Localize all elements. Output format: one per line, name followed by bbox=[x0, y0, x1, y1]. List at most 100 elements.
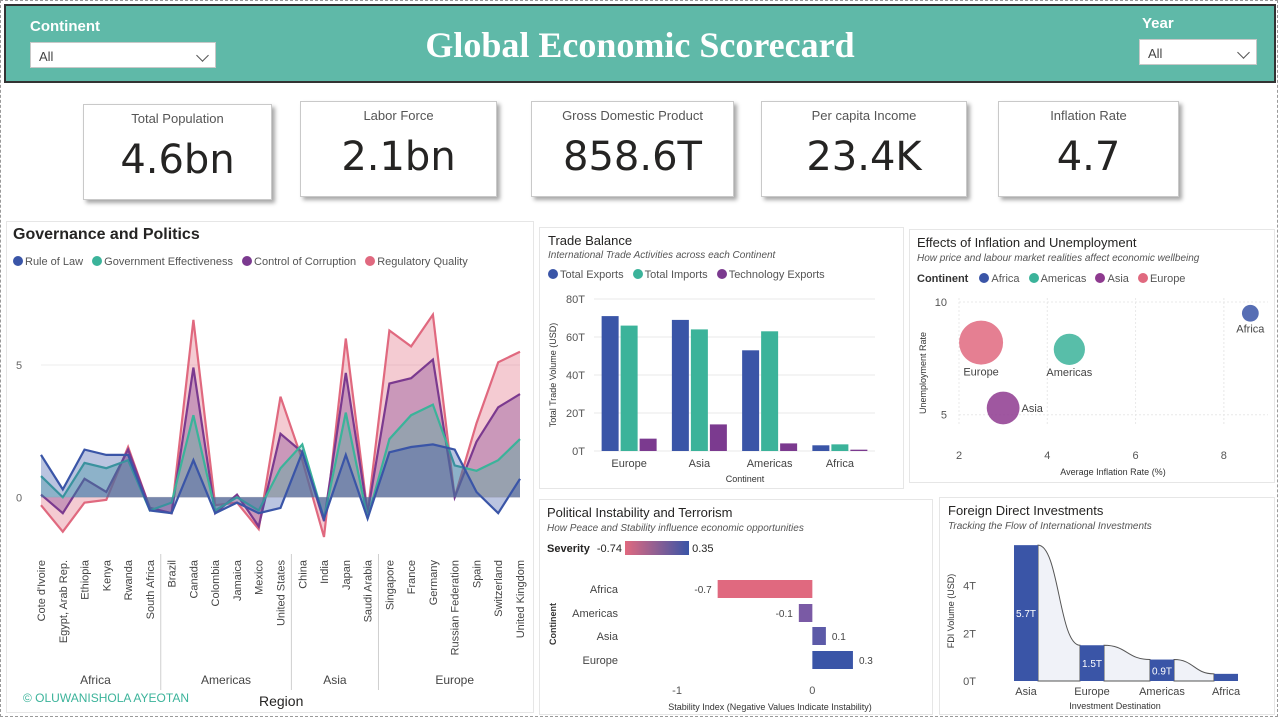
y-tick-label: 0T bbox=[572, 446, 585, 458]
bar-total-exports bbox=[601, 316, 619, 451]
kpi-value: 2.1bn bbox=[341, 134, 456, 180]
data-label: -0.1 bbox=[776, 609, 794, 620]
inflation-title: Effects of Inflation and Unemployment bbox=[917, 235, 1137, 250]
x-tick-label: Japan bbox=[341, 560, 353, 590]
political-bar-chart[interactable]: Continent Africa -0.7 Americas -0.1 Asia 0.1 Eu… bbox=[540, 500, 934, 716]
y-tick-label: 20T bbox=[566, 408, 585, 420]
legend-item-technology-exports[interactable]: Technology Exports bbox=[716, 269, 825, 281]
copyright-text: © OLUWANISHOLA AYEOTAN bbox=[23, 691, 189, 705]
year-dropdown[interactable]: All bbox=[1139, 39, 1257, 65]
bar-europe bbox=[1080, 645, 1104, 681]
x-tick-label: United States bbox=[276, 560, 288, 627]
legend-item-regulatory-quality[interactable]: Regulatory Quality bbox=[365, 256, 468, 268]
line-government-effectiveness bbox=[40, 403, 521, 519]
legend-item-control-of-corruption[interactable]: Control of Corruption bbox=[242, 256, 356, 268]
y-tick-label: Africa bbox=[590, 584, 619, 596]
kpi-card-gdp: Gross Domestic Product 858.6T bbox=[531, 101, 734, 197]
political-title: Political Instability and Terrorism bbox=[547, 505, 733, 520]
header-bar: Continent All Global Economic Scorecard … bbox=[4, 4, 1276, 83]
bubble-label: Africa bbox=[1236, 324, 1265, 336]
group-label: Americas bbox=[201, 673, 251, 687]
kpi-card-inflation-rate: Inflation Rate 4.7 bbox=[998, 101, 1179, 197]
x-tick-label: China bbox=[297, 559, 309, 589]
x-axis-title: Investment Destination bbox=[1069, 701, 1161, 711]
y-tick-label: Americas bbox=[572, 608, 618, 620]
x-tick-label: 4 bbox=[1044, 450, 1050, 462]
x-tick-label: Europe bbox=[1074, 686, 1109, 698]
year-dropdown-value: All bbox=[1148, 46, 1163, 61]
y-axis-title: Total Trade Volume (USD) bbox=[548, 323, 558, 428]
kpi-label: Inflation Rate bbox=[1050, 108, 1127, 123]
kpi-label: Gross Domestic Product bbox=[562, 108, 703, 123]
x-tick-label: Asia bbox=[1015, 686, 1037, 698]
ribbon bbox=[1103, 644, 1151, 682]
continent-dropdown[interactable]: All bbox=[30, 42, 216, 68]
chevron-down-icon bbox=[1237, 46, 1250, 59]
bar-europe bbox=[812, 651, 853, 669]
legend-item-total-exports[interactable]: Total Exports bbox=[548, 269, 624, 281]
x-tick-label: South Africa bbox=[145, 559, 157, 619]
x-tick-label: Spain bbox=[471, 560, 483, 588]
group-label: Asia bbox=[323, 673, 347, 687]
x-tick-label: Germany bbox=[428, 560, 440, 606]
inflation-subtitle: How price and labour market realities af… bbox=[917, 253, 1200, 264]
x-tick-label: Americas bbox=[1139, 686, 1185, 698]
group-label: Europe bbox=[435, 673, 474, 687]
x-tick-label: -1 bbox=[672, 685, 682, 697]
x-tick-label: Jamaica bbox=[232, 559, 244, 601]
legend-item-government-effectiveness[interactable]: Government Effectiveness bbox=[92, 256, 233, 268]
ribbon bbox=[1173, 659, 1215, 682]
bar-total-exports bbox=[671, 319, 689, 451]
x-tick-label: Rwanda bbox=[123, 559, 135, 600]
data-label: 5.7T bbox=[1016, 609, 1036, 620]
x-tick-label: Mexico bbox=[254, 560, 266, 595]
severity-legend: Severity -0.74 0.35 bbox=[547, 541, 714, 555]
bar-africa bbox=[1214, 673, 1238, 681]
y-tick-label: Asia bbox=[597, 631, 619, 643]
fdi-subtitle: Tracking the Flow of International Inves… bbox=[948, 521, 1152, 532]
legend-item-asia[interactable]: Asia bbox=[1095, 273, 1129, 285]
data-label: 0.9T bbox=[1152, 666, 1172, 677]
bar-total-imports bbox=[690, 329, 708, 451]
x-tick-label: Switzerland bbox=[493, 560, 505, 617]
severity-min: -0.74 bbox=[596, 543, 622, 555]
x-tick-label: Kenya bbox=[101, 559, 113, 591]
legend-item-rule-of-law[interactable]: Rule of Law bbox=[13, 256, 83, 268]
data-label: 0.1 bbox=[832, 632, 846, 643]
line-rule-of-law bbox=[40, 443, 521, 522]
legend-item-total-imports[interactable]: Total Imports bbox=[632, 269, 708, 281]
y-tick-label: 80T bbox=[566, 294, 585, 306]
y-tick-label: 2T bbox=[963, 628, 976, 640]
trade-title: Trade Balance bbox=[548, 233, 633, 248]
year-filter-label: Year bbox=[1142, 15, 1174, 32]
x-tick-label: Africa bbox=[826, 458, 855, 470]
legend-item-europe[interactable]: Europe bbox=[1137, 273, 1185, 285]
x-tick-label: India bbox=[319, 559, 331, 584]
y-axis-title: Unemployment Rate bbox=[918, 332, 928, 414]
bar-africa bbox=[717, 580, 813, 598]
legend-title: Continent bbox=[917, 273, 969, 285]
bar-technology-exports bbox=[709, 424, 727, 451]
kpi-label: Per capita Income bbox=[811, 108, 917, 123]
bar-technology-exports bbox=[780, 443, 798, 451]
x-axis-title: Stability Index (Negative Values Indicat… bbox=[668, 702, 871, 712]
governance-area-chart[interactable]: 5 0 Cote d'Ivoire Egypt, Arab Rep. Ethiopia K… bbox=[7, 222, 535, 714]
y-tick-label: 60T bbox=[566, 332, 585, 344]
bubble-europe bbox=[959, 320, 1004, 365]
fdi-title: Foreign Direct Investments bbox=[948, 503, 1104, 518]
political-instability-panel: Political Instability and Terrorism How … bbox=[539, 499, 933, 715]
trade-balance-panel: Trade Balance International Trade Activi… bbox=[539, 227, 904, 489]
region-axis-label: Region bbox=[259, 693, 304, 709]
legend-item-africa[interactable]: Africa bbox=[979, 273, 1020, 285]
fdi-ribbon-chart[interactable]: 4T 2T 0T FDI Volume (USD) 5.7T Asia 1.5T Europe… bbox=[940, 498, 1276, 716]
trade-bar-chart[interactable]: 80T 60T 40T 20T 0T Total Trade Volume (USD) Co… bbox=[540, 228, 905, 490]
inflation-scatter-chart[interactable]: 2 4 6 8 10 5 Unemployment Rate Average Inflatio… bbox=[910, 230, 1276, 484]
kpi-value: 4.7 bbox=[1056, 134, 1121, 180]
data-label: 1.5T bbox=[1082, 659, 1102, 670]
bubble-label: Europe bbox=[963, 367, 998, 379]
kpi-label: Total Population bbox=[131, 111, 224, 126]
data-label: 0.3 bbox=[859, 656, 873, 667]
x-tick-label: Brazil bbox=[167, 560, 179, 588]
legend-item-americas[interactable]: Americas bbox=[1028, 273, 1086, 285]
